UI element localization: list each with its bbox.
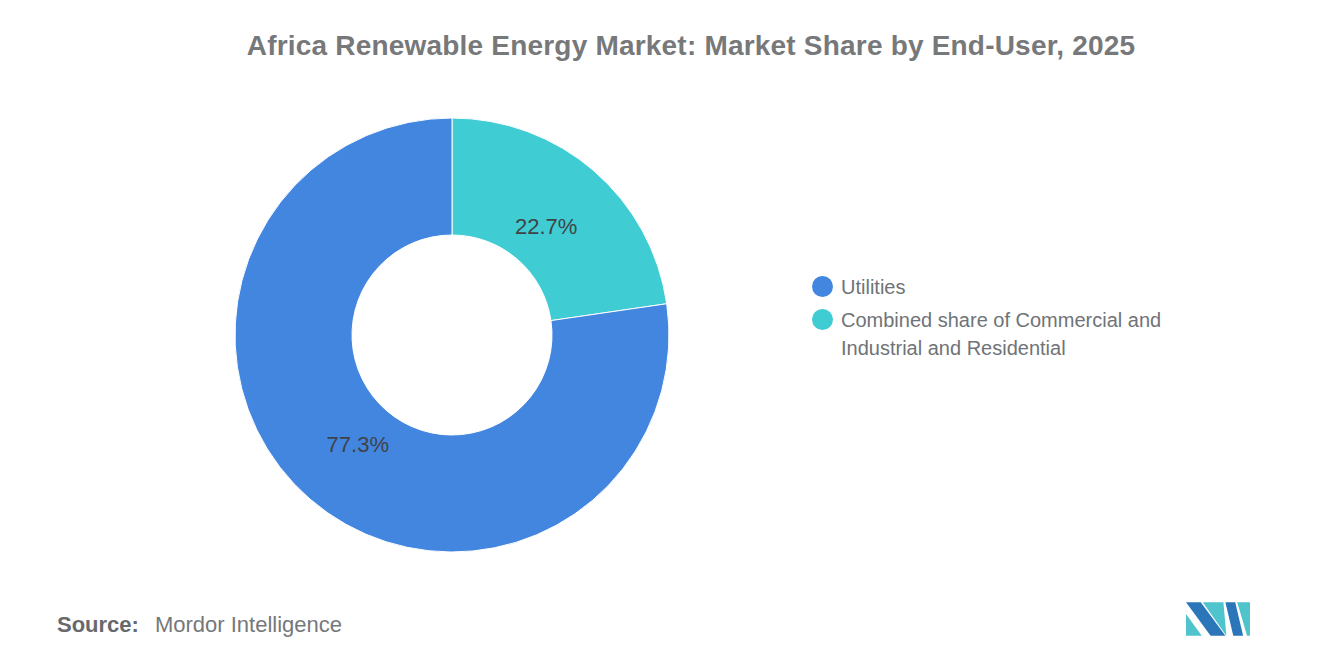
legend-label-utilities: Utilities (841, 273, 905, 301)
slice-label-combined-share: 22.7% (515, 214, 577, 239)
donut-chart: 22.7% 77.3% (232, 115, 672, 555)
legend-swatch-utilities (812, 276, 833, 297)
source-row: Source: Mordor Intelligence (57, 612, 342, 638)
source-value: Mordor Intelligence (155, 612, 342, 637)
legend-item-utilities: Utilities (812, 273, 1212, 301)
chart-page: Africa Renewable Energy Market: Market S… (0, 0, 1320, 665)
slice-label-utilities: 77.3% (327, 432, 389, 457)
legend-swatch-combined-share (812, 309, 833, 330)
page-title: Africa Renewable Energy Market: Market S… (62, 30, 1320, 62)
mordor-intelligence-logo (1186, 602, 1250, 636)
legend-label-combined-share: Combined share of Commercial and Industr… (841, 306, 1212, 362)
title-row: Africa Renewable Energy Market: Market S… (0, 30, 1320, 62)
legend-item-combined-share: Combined share of Commercial and Industr… (812, 306, 1212, 362)
source-label: Source: (57, 612, 139, 637)
legend: Utilities Combined share of Commercial a… (812, 273, 1212, 367)
